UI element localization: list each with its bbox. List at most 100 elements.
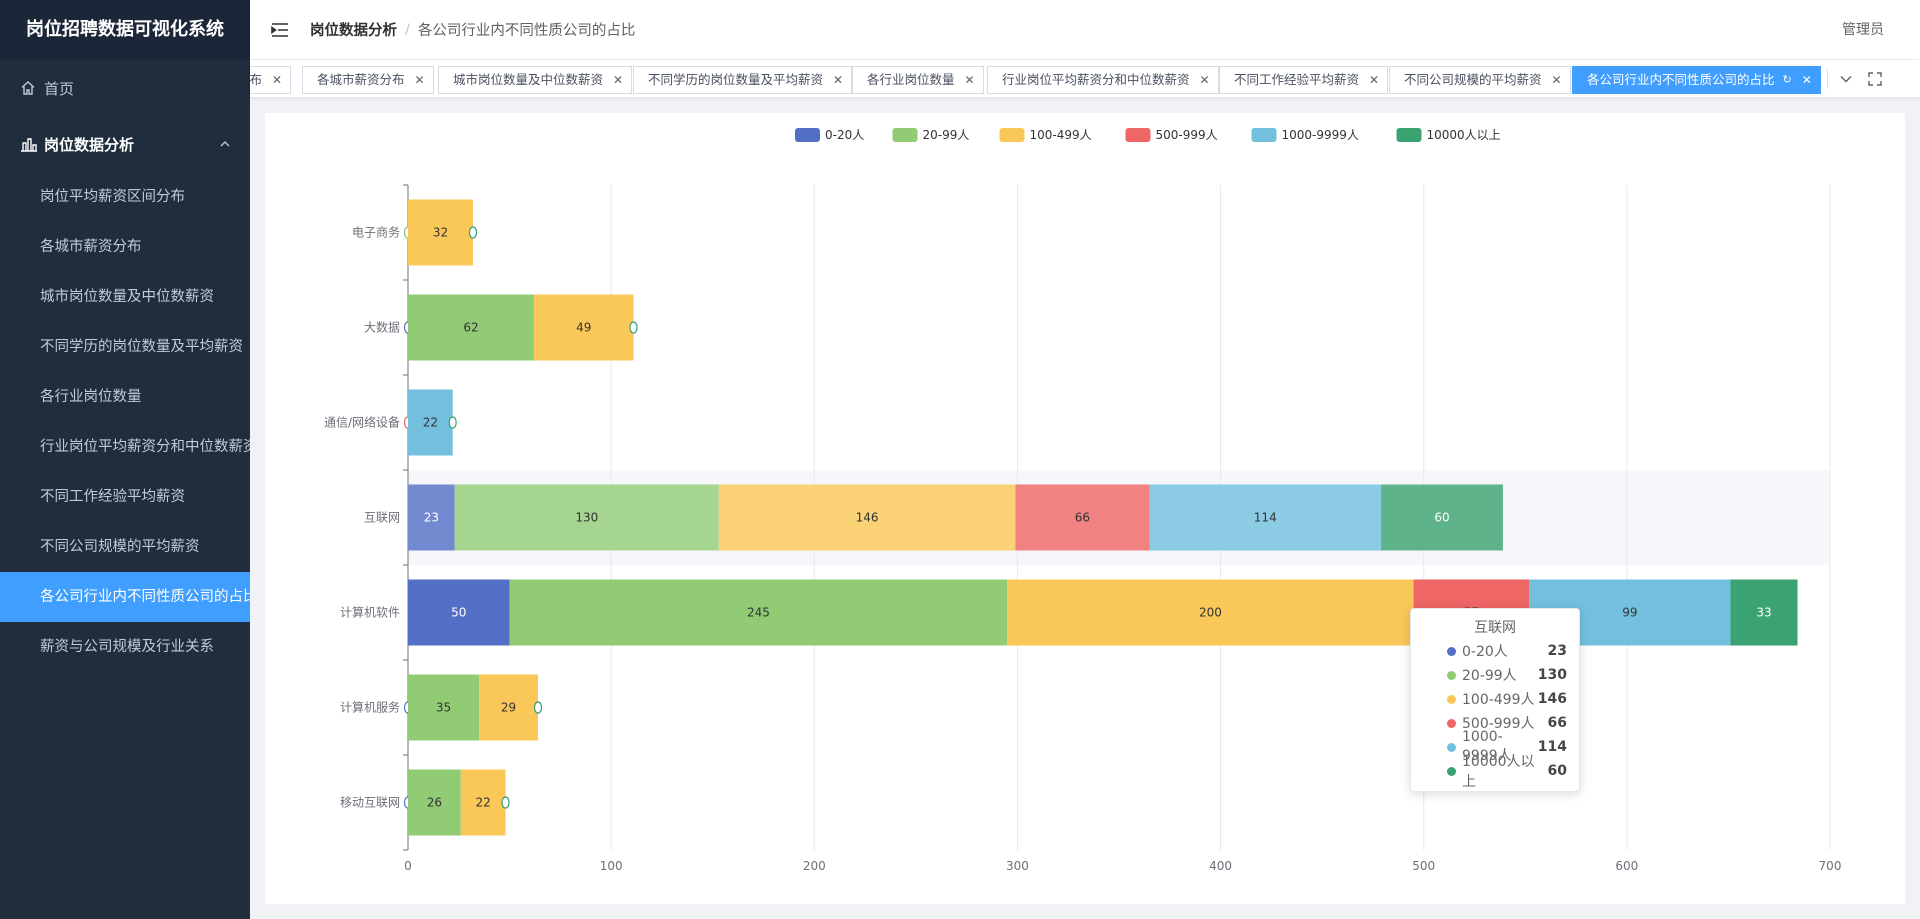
legend-item: 500-999人 — [1125, 128, 1218, 142]
user-menu[interactable]: 管理员 — [1842, 22, 1884, 38]
bar-value-label: 62 — [463, 321, 478, 335]
tooltip-row: 1000-9999人 114 — [1421, 729, 1569, 764]
bar-value-label: 26 — [427, 796, 442, 810]
legend-swatch — [892, 128, 918, 142]
refresh-icon[interactable]: ↻ — [1782, 73, 1792, 86]
tooltip-value: 114 — [1537, 739, 1567, 755]
hamburger-icon[interactable] — [250, 0, 310, 60]
bar-segment — [408, 199, 474, 266]
tag-item[interactable]: 不同学历的岗位数量及平均薪资 ✕ — [633, 66, 853, 94]
bar-value-label: 114 — [1254, 511, 1277, 525]
chevron-down-icon[interactable] — [1829, 60, 1863, 97]
tag-label: 不同工作经验平均薪资 — [1234, 72, 1360, 87]
tag-item-active[interactable]: 各公司行业内不同性质公司的占比 ↻ ✕ — [1572, 66, 1821, 94]
legend-item: 0-20人 — [795, 128, 864, 142]
chevron-up-icon — [220, 137, 230, 151]
bar-value-label: 32 — [433, 226, 448, 240]
bar-value-label: 245 — [747, 606, 770, 620]
tag-item[interactable]: 行业岗位平均薪资分和中位数薪资 ✕ — [987, 66, 1219, 94]
bar-segment — [1381, 484, 1503, 551]
tag-label: 城市岗位数量及中位数薪资 — [453, 72, 604, 87]
close-icon[interactable]: ✕ — [1801, 73, 1812, 87]
tag-item[interactable]: 不同公司规模的平均薪资 ✕ — [1389, 66, 1571, 94]
tooltip-row: 100-499人 146 — [1421, 687, 1569, 711]
sidebar-item-company-nature[interactable]: 各公司行业内不同性质公司的占比 — [0, 572, 250, 622]
tag-item[interactable]: 不同工作经验平均薪资 ✕ — [1219, 66, 1389, 94]
tag-item[interactable]: 城市岗位数量及中位数薪资 ✕ — [438, 66, 633, 94]
bar-value-label: 146 — [856, 511, 879, 525]
sidebar-item-city-salary[interactable]: 各城市薪资分布 — [0, 222, 250, 272]
close-icon[interactable]: ✕ — [964, 73, 975, 87]
bar-chart-icon — [20, 136, 38, 152]
tooltip-title: 互联网 — [1474, 620, 1516, 636]
y-tick-label: 互联网 — [364, 511, 400, 525]
sidebar-item-salary-range[interactable]: 岗位平均薪资区间分布 — [0, 172, 250, 222]
y-tick-label: 通信/网络设备 — [324, 415, 400, 430]
close-icon[interactable]: ✕ — [1199, 73, 1210, 87]
x-tick-label: 700 — [1819, 859, 1842, 873]
close-icon[interactable]: ✕ — [1551, 73, 1562, 87]
breadcrumb-level2: 各公司行业内不同性质公司的占比 — [417, 23, 636, 39]
legend-item: 1000-9999人 — [1251, 128, 1359, 142]
bar-value-label: 200 — [1199, 606, 1222, 620]
tags-view: 分布 ✕ 各城市薪资分布 ✕ 城市岗位数量及中位数薪资 ✕ 不同学历的岗位数量及平均薪… — [250, 60, 1920, 98]
sidebar-item-industry-jobs[interactable]: 各行业岗位数量 — [0, 372, 250, 422]
bar-segment — [1007, 579, 1414, 646]
close-icon[interactable]: ✕ — [414, 73, 425, 87]
bar-value-label: 22 — [476, 796, 491, 810]
bar-segment — [460, 769, 506, 836]
tooltip-row: 0-20人 23 — [1421, 639, 1569, 663]
x-tick-label: 0 — [404, 859, 412, 873]
bar-segment — [1015, 484, 1150, 551]
bar-segment — [1730, 579, 1798, 646]
tag-label: 行业岗位平均薪资分和中位数薪资 — [1002, 72, 1190, 87]
legend-label: 500-999人 — [1156, 128, 1218, 142]
tag-label: 分布 — [250, 72, 263, 87]
bar-value-label: 35 — [436, 701, 451, 715]
tooltip-series-name: 0-20人 — [1462, 644, 1508, 660]
sidebar-item-salary-relation[interactable]: 薪资与公司规模及行业关系 — [0, 622, 250, 672]
sidebar-item-company-size[interactable]: 不同公司规模的平均薪资 — [0, 522, 250, 572]
home-icon — [20, 80, 38, 96]
bar-value-label: 49 — [576, 321, 591, 335]
sidebar-item-city-jobs[interactable]: 城市岗位数量及中位数薪资 — [0, 272, 250, 322]
close-icon[interactable]: ✕ — [613, 73, 624, 87]
fullscreen-icon[interactable] — [1858, 60, 1892, 97]
bar-value-label: 22 — [423, 416, 438, 430]
sidebar-item-education[interactable]: 不同学历的岗位数量及平均薪资 — [0, 322, 250, 372]
zero-marker — [501, 796, 510, 809]
close-icon[interactable]: ✕ — [833, 73, 844, 87]
y-tick-label: 计算机服务 — [340, 700, 400, 715]
app-title: 岗位招聘数据可视化系统 — [0, 0, 250, 60]
legend-item: 20-99人 — [892, 128, 969, 142]
sidebar-item-home[interactable]: 首页 — [0, 60, 250, 116]
tooltip-row: 20-99人 130 — [1421, 663, 1569, 687]
close-icon[interactable]: ✕ — [1369, 73, 1380, 87]
tooltip-marker — [1447, 646, 1456, 656]
sidebar-group-job-analysis[interactable]: 岗位数据分析 — [0, 116, 250, 172]
legend-swatch — [1125, 128, 1151, 142]
zero-marker — [533, 701, 543, 714]
bar-value-label: 60 — [1434, 511, 1449, 525]
legend-swatch — [1251, 128, 1277, 142]
y-tick-label: 移动互联网 — [340, 796, 400, 810]
tags-divider — [1827, 69, 1828, 89]
bar-segment — [718, 484, 1016, 551]
x-tick-label: 600 — [1615, 859, 1638, 873]
bar-segment — [408, 579, 510, 646]
tooltip-value: 23 — [1547, 643, 1567, 659]
bar-value-label: 66 — [1075, 511, 1090, 525]
sidebar-item-industry-salary[interactable]: 行业岗位平均薪资分和中位数薪资 — [0, 422, 250, 472]
close-icon[interactable]: ✕ — [272, 73, 283, 87]
tag-label: 不同学历的岗位数量及平均薪资 — [648, 72, 824, 87]
zero-marker — [448, 416, 457, 429]
stacked-bar-chart: 0 100 200 300 400 500 600 700 电子商务 32 大数据 62 49 通信/网络… — [324, 128, 1842, 873]
tooltip-series-name: 20-99人 — [1462, 668, 1517, 684]
sidebar-item-experience[interactable]: 不同工作经验平均薪资 — [0, 472, 250, 522]
tag-label: 不同公司规模的平均薪资 — [1404, 72, 1542, 87]
tag-item[interactable]: 分布 ✕ — [250, 66, 292, 94]
tag-item[interactable]: 各城市薪资分布 ✕ — [302, 66, 434, 94]
bar-segment — [408, 484, 455, 551]
bar-value-label: 23 — [424, 511, 439, 525]
tag-item[interactable]: 各行业岗位数量 ✕ — [852, 66, 984, 94]
